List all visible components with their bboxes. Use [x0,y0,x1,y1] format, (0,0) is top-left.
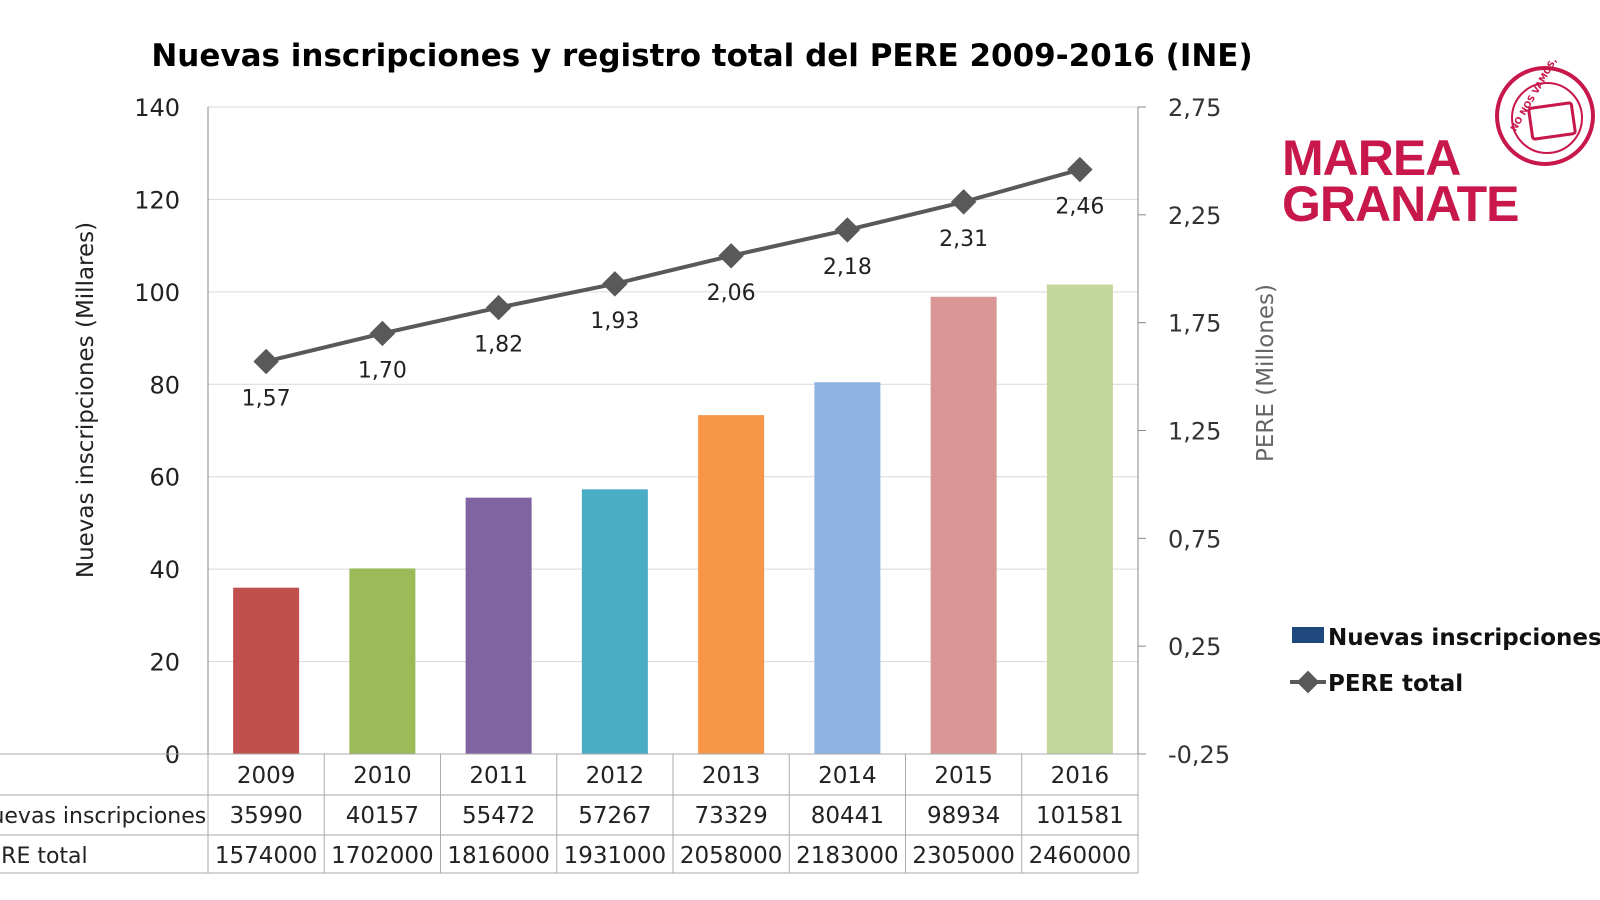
left-tick-label: 20 [149,649,180,677]
bar-2015 [930,296,997,754]
table-cell: 57267 [578,803,651,829]
pere-data-label: 2,46 [1055,195,1104,220]
table-cell: 40157 [346,803,419,829]
pere-point-2014 [834,217,861,243]
table-year: 2015 [934,763,993,789]
pere-line [265,167,1081,364]
legend-swatch-bars [1292,627,1324,643]
table-row-label: Nuevas inscripciones [0,804,206,829]
logo-line-2: GRANATE [1282,176,1520,232]
legend-label-bars: Nuevas inscripciones [1328,625,1600,651]
left-tick-label: 40 [149,556,180,584]
right-tick-label: 2,75 [1168,94,1221,122]
bar-2014 [814,382,881,754]
table-cell: 2183000 [796,843,898,869]
right-tick-label: 1,25 [1168,418,1221,446]
table-cell: 1574000 [215,843,317,869]
table-cell: 35990 [230,803,303,829]
pere-data-label: 1,57 [242,386,291,411]
logo-line-1: MAREA [1282,130,1461,186]
table-year: 2010 [353,763,412,789]
pere-point-2016 [1067,156,1093,183]
legend-swatch-marker [1296,670,1320,694]
pere-data-label: 1,93 [590,309,639,334]
table-cell: 55472 [462,803,535,829]
pere-data-label: 1,70 [358,358,407,383]
table-cell: 1702000 [331,843,433,869]
table-cell: 2305000 [912,843,1014,869]
table-cell: 1816000 [447,843,549,869]
bar-2012 [581,489,648,754]
left-axis-label: Nuevas inscripciones (Millares) [73,222,99,578]
table-cell: 2460000 [1029,843,1131,869]
pere-point-2009 [253,348,279,375]
left-tick-label: 80 [149,371,180,399]
table-cell: 2058000 [680,843,782,869]
pere-data-label: 2,31 [939,227,988,252]
bar-2016 [1046,284,1113,754]
pere-point-2013 [718,243,744,269]
pere-data-label: 1,82 [474,333,523,358]
table-year: 2009 [237,763,296,789]
chart-title: Nuevas inscripciones y registro total de… [151,38,1252,74]
pere-point-2011 [485,294,512,321]
table-year: 2016 [1051,763,1110,789]
suitcase-icon [1526,100,1578,142]
right-tick-label: 2,25 [1168,202,1221,230]
right-tick-label: -0,25 [1168,741,1230,769]
right-tick-label: 0,75 [1168,525,1221,553]
bar-2010 [349,568,416,754]
table-cell: 98934 [927,803,1000,829]
bar-2011 [465,497,532,754]
legend-label-line: PERE total [1328,671,1463,697]
table-row-label: PERE total [0,844,88,869]
table-year: 2014 [818,763,877,789]
pere-point-2010 [369,320,396,347]
bar-2013 [698,415,765,754]
right-tick-label: 0,25 [1168,633,1221,661]
table-cell: 1931000 [564,843,666,869]
left-tick-label: 0 [165,741,180,769]
table-year: 2011 [469,763,528,789]
right-axis-label: PERE (Millones) [1253,284,1279,462]
table-cell: 80441 [811,803,884,829]
table-year: 2013 [702,763,761,789]
pere-point-2015 [950,189,977,215]
logo-stamp-icon: NO NOS VAMOS, [1495,57,1595,166]
pere-data-label: 2,06 [707,281,756,306]
left-tick-label: 140 [134,94,180,122]
table-cell: 101581 [1036,803,1124,829]
table-year: 2012 [586,763,645,789]
left-tick-label: 60 [149,464,180,492]
bar-2009 [233,587,300,754]
logo: MAREA GRANATE [1282,130,1520,232]
pere-data-label: 2,18 [823,255,872,280]
right-tick-label: 1,75 [1168,310,1221,338]
left-tick-label: 100 [134,279,180,307]
table-cell: 73329 [695,803,768,829]
pere-point-2012 [602,271,628,297]
left-tick-label: 120 [134,186,180,214]
